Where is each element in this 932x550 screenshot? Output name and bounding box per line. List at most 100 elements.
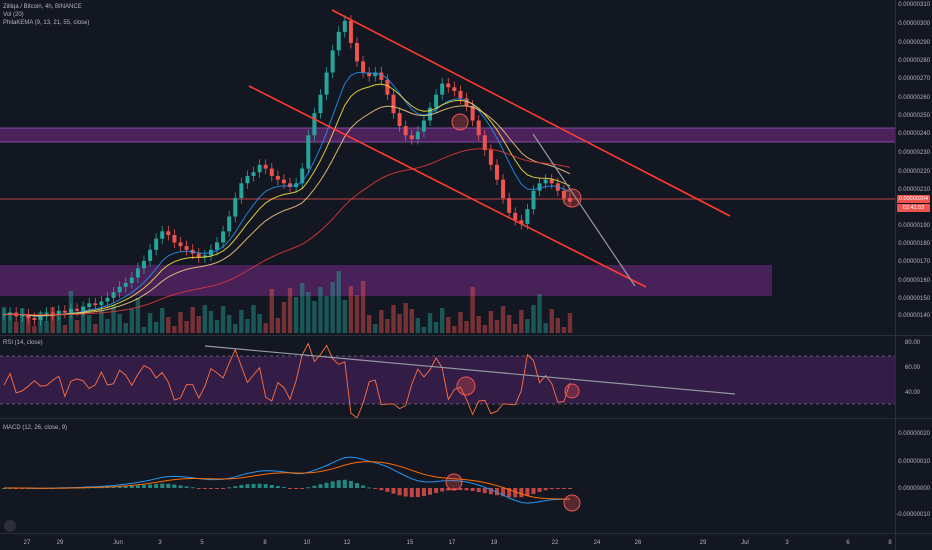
ema-indicator-label[interactable]: PhilaKEMA (9, 13, 21, 55, close) <box>3 20 90 26</box>
rsi-indicator-label[interactable]: RSI (14, close) <box>3 340 43 346</box>
volume-bar <box>500 306 506 333</box>
volume-bar <box>214 320 220 333</box>
candle-body <box>513 212 518 221</box>
price-axis-label: 0.00000300 <box>898 21 930 27</box>
volume-bar <box>117 314 122 333</box>
price-axis[interactable] <box>895 0 932 550</box>
candle-body <box>385 79 390 95</box>
macd-histogram-bar <box>507 488 512 498</box>
volume-bar <box>403 303 408 333</box>
pane-separator[interactable] <box>0 418 932 419</box>
macd-histogram-bar <box>348 480 353 488</box>
volume-bar <box>32 326 37 333</box>
candle-body <box>123 283 128 287</box>
volume-bar <box>172 326 177 333</box>
candle-body <box>367 72 372 77</box>
volume-bar <box>433 322 439 333</box>
volume-bar <box>476 316 481 333</box>
macd-histogram-bar <box>275 486 280 488</box>
macd-histogram-bar <box>464 488 469 491</box>
volume-bar <box>196 316 201 333</box>
tradingview-logo-icon[interactable] <box>4 520 16 532</box>
candle-body <box>525 209 530 224</box>
symbol-title[interactable]: Zilliqa / Bitcoin, 4h, BINANCE <box>3 4 82 10</box>
price-axis-label: 0.00000190 <box>898 223 930 229</box>
candle-body <box>32 318 37 320</box>
candle-body <box>233 198 238 217</box>
price-chart[interactable] <box>0 0 895 335</box>
volume-bar <box>421 327 427 333</box>
volume-bar <box>93 324 98 333</box>
volume-bar <box>208 311 214 333</box>
highlight-circle <box>563 494 581 512</box>
candle-body <box>215 242 220 250</box>
macd-chart[interactable] <box>0 419 895 533</box>
time-axis-label: 12 <box>343 540 351 546</box>
pane-separator[interactable] <box>0 335 932 336</box>
rsi-line <box>3 342 571 418</box>
macd-pane[interactable]: MACD (12, 26, close, 9) <box>0 419 895 533</box>
rsi-trendline <box>204 345 736 395</box>
candle-body <box>537 183 542 191</box>
macd-histogram-bar <box>135 485 140 488</box>
macd-histogram-bar <box>123 486 128 488</box>
candle-body <box>184 246 189 250</box>
volume-bar <box>135 298 141 333</box>
macd-histogram-bar <box>172 484 177 488</box>
candle-body <box>330 50 335 73</box>
time-axis-label: 10 <box>303 540 311 546</box>
time-axis-label: 29 <box>56 540 64 546</box>
volume-bar <box>458 312 463 333</box>
macd-histogram-bar <box>494 488 499 496</box>
volume-bar <box>567 313 573 333</box>
macd-histogram-bar <box>367 487 372 489</box>
price-axis-label: 0.00000220 <box>898 169 930 175</box>
macd-indicator-label[interactable]: MACD (12, 26, close, 9) <box>3 425 68 431</box>
candle-body <box>318 94 323 114</box>
volume-bar <box>190 307 195 333</box>
volume-bar <box>488 311 494 333</box>
macd-histogram-bar <box>288 488 293 489</box>
candle-body <box>105 297 110 302</box>
macd-histogram-bar <box>421 488 426 497</box>
price-axis-label: 0.00000140 <box>898 313 930 319</box>
volume-bar <box>324 296 329 333</box>
resistance-zone <box>0 128 895 142</box>
volume-bar <box>318 287 323 333</box>
macd-histogram-bar <box>233 486 238 488</box>
macd-histogram-bar <box>403 488 408 497</box>
rsi-chart[interactable] <box>0 336 895 418</box>
rsi-pane[interactable]: RSI (14, close) <box>0 336 895 418</box>
price-pane[interactable]: Zilliqa / Bitcoin, 4h, BINANCE Vol (20) … <box>0 0 895 335</box>
candle-body <box>148 249 153 261</box>
candle-body <box>68 308 73 313</box>
macd-histogram-bar <box>361 485 366 488</box>
channel-upper-trendline <box>331 9 731 217</box>
candle-body <box>26 314 31 319</box>
price-axis-label: 0.00000270 <box>898 76 930 82</box>
volume-bar <box>251 305 256 333</box>
candle-body <box>135 268 140 278</box>
candle-body <box>50 312 55 315</box>
candle-body <box>342 20 347 32</box>
macd-histogram-bar <box>300 488 305 489</box>
volume-bar <box>300 283 305 333</box>
volume-bar <box>105 319 110 333</box>
macd-histogram-bar <box>257 483 262 488</box>
volume-bar <box>287 288 293 333</box>
candle-body <box>178 242 183 247</box>
volume-bar <box>123 323 128 333</box>
macd-histogram-bar <box>336 480 341 488</box>
volume-bar <box>141 327 147 333</box>
volume-bar <box>482 325 487 333</box>
time-axis-label: 6 <box>846 540 850 546</box>
price-axis-label: 0.00000230 <box>898 150 930 156</box>
volume-bar <box>348 286 354 333</box>
volume-indicator-label[interactable]: Vol (20) <box>3 12 24 18</box>
ema-55-line <box>3 148 571 316</box>
macd-histogram-bar <box>154 483 159 488</box>
support-zone <box>0 265 772 296</box>
macd-histogram-bar <box>141 485 146 488</box>
volume-bar <box>561 327 567 333</box>
time-axis-label: 3 <box>785 540 789 546</box>
